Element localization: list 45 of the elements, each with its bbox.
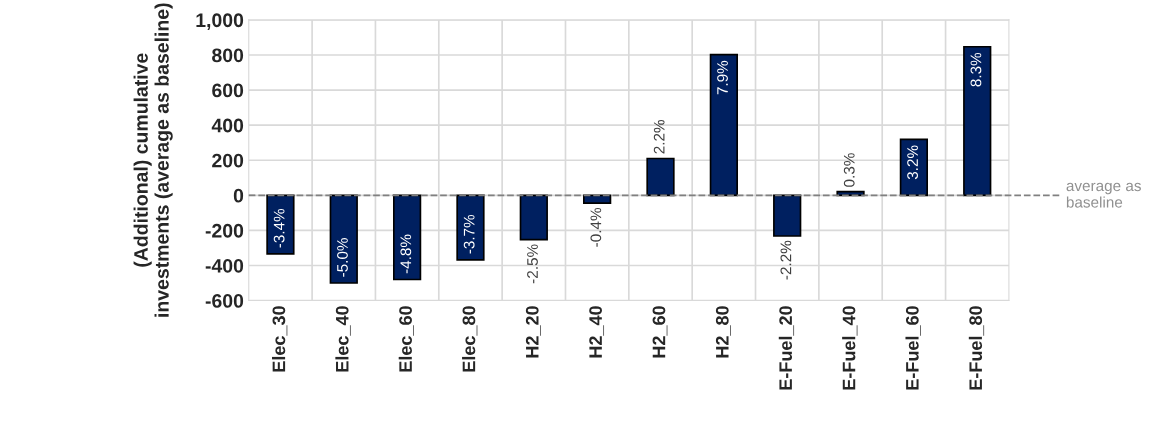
y-tick-label: 0 [233,188,244,203]
bar [583,194,612,205]
annotation: -0.4% [590,207,602,247]
x-tick-label: E-Fuel_20 [778,306,795,390]
annotation: 2.2% [653,119,665,154]
annotation: -4.8% [400,234,412,274]
x-tick-label: E-Fuel_40 [842,306,858,390]
x-tick-label: H2_60 [652,306,668,358]
bar [519,194,548,241]
bar [963,45,992,197]
x-tick-label: H2_80 [715,306,731,358]
annotation: 3.2% [907,145,918,180]
annotation: 8.3% [970,52,982,87]
x-tick-label: Elec_30 [272,306,288,372]
annotation: -3.7% [463,214,475,254]
y-tick-label: -200 [205,223,244,238]
bar [266,194,295,255]
annotation: -5.0% [337,238,348,277]
bar [646,157,675,197]
annotation: 0.3% [843,153,855,187]
y-tick-label: -400 [205,258,244,273]
bar [392,194,422,281]
bar [329,194,358,284]
annotation: 7.9% [717,60,728,95]
bar [456,194,485,261]
y-tick-label: 600 [212,83,244,98]
x-tick-label: Elec_60 [398,306,414,372]
x-tick-label: H2_40 [589,306,605,358]
annotation: -2.5% [527,244,538,284]
y-tick-label: 1,000 [196,13,244,30]
annotation: -3.4% [273,208,285,248]
bar [709,53,738,197]
annotation: -2.2% [780,240,792,280]
x-tick-label: Elec_80 [462,306,478,372]
bar [773,194,802,237]
x-tick-label: Elec_40 [335,306,351,372]
y-tick-label: 800 [212,48,244,63]
y-axis-title: (Additional) cumulative investments (average as baseline) [133,3,173,317]
x-tick-label: E-Fuel_60 [905,306,921,390]
y-tick-label: 400 [211,118,244,133]
x-tick-label: E-Fuel_80 [968,306,985,390]
y-tick-label: 200 [212,153,244,168]
y-tick-label: -600 [205,294,244,308]
ref-line-label: average as baseline [1066,182,1141,208]
x-tick-label: H2_20 [525,306,541,358]
